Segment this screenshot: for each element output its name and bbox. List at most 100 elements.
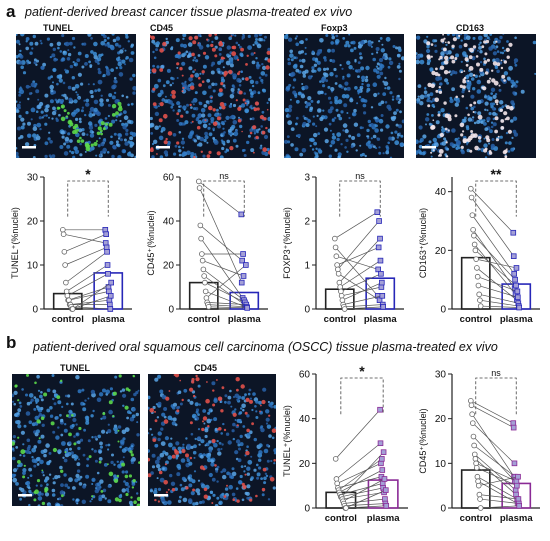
nucleus-dot [341,94,347,99]
control-point [202,279,208,286]
nucleus-dot [354,60,357,63]
pair-line [64,247,107,266]
nucleus-dot [127,485,131,488]
marker-dot [454,114,458,118]
nucleus-dot [489,102,494,107]
pair-line [474,454,516,491]
nucleus-dot [40,110,44,114]
y-tick-label: 40 [299,414,311,425]
nucleus-dot [219,155,224,158]
nucleus-dot [488,38,491,41]
nucleus-dot [110,45,115,51]
nucleus-dot [428,140,432,144]
nucleus-dot [84,399,87,402]
control-point [199,257,206,264]
nucleus-dot [116,143,119,147]
marker-dot [40,416,45,421]
pair-line [345,489,386,509]
nucleus-dot [28,92,32,96]
micrograph-b-tunel-label: TUNEL [60,363,90,373]
nucleus-dot [266,459,270,463]
nucleus-dot [100,417,103,420]
nucleus-dot [109,387,113,391]
nucleus-dot [35,484,38,487]
nucleus-dot [264,73,268,77]
micrograph-a-tunel-label: TUNEL [43,23,73,33]
nucleus-dot [225,60,231,66]
nucleus-dot [356,102,359,105]
nucleus-dot [61,57,66,62]
nucleus-dot [190,491,195,496]
pair-line [476,467,517,486]
marker-dot [503,111,508,116]
nucleus-dot [360,40,365,45]
nucleus-dot [221,140,226,145]
nucleus-dot [97,88,101,92]
nucleus-dot [426,113,430,116]
nucleus-dot [217,122,221,126]
nucleus-dot [151,453,156,458]
nucleus-dot [200,108,206,113]
x-tick-label: plasma [228,314,261,325]
nucleus-dot [197,42,201,47]
marker-dot [201,427,205,432]
nucleus-dot [199,72,202,75]
nucleus-dot [261,493,265,497]
nucleus-dot [111,154,115,158]
significance-label: * [359,363,365,379]
marker-dot [463,70,466,72]
micrograph-a-cd45-art [150,34,270,158]
nucleus-dot [39,491,42,494]
nucleus-dot [170,94,172,97]
nucleus-dot [157,374,162,379]
nucleus-dot [97,79,103,85]
marker-dot [65,115,69,118]
nucleus-dot [256,472,261,477]
control-point [470,433,477,440]
plasma-point [103,231,109,238]
nucleus-dot [246,445,249,448]
nucleus-dot [198,443,201,446]
marker-dot [191,377,195,382]
nucleus-dot [216,108,219,112]
nucleus-dot [460,60,463,63]
nucleus-dot [197,120,202,125]
marker-dot [73,442,77,446]
nucleus-dot [44,492,50,497]
nucleus-dot [203,125,206,128]
marker-dot [244,102,247,105]
marker-dot [98,460,102,464]
nucleus-dot [305,38,308,41]
plasma-point [383,502,390,509]
marker-dot [501,74,506,79]
nucleus-dot [159,155,164,158]
marker-dot [507,129,512,134]
nucleus-dot [28,85,31,88]
marker-dot [252,125,257,130]
control-point [474,473,481,480]
nucleus-dot [181,137,185,140]
nucleus-dot [437,110,441,115]
nucleus-dot [46,388,51,392]
nucleus-dot [329,129,332,132]
nucleus-dot [108,409,113,415]
plasma-point [514,288,521,295]
marker-dot [130,453,134,457]
nucleus-dot [350,145,354,149]
control-point [475,478,481,484]
nucleus-dot [255,410,258,413]
nucleus-dot [309,106,314,111]
nucleus-dot [73,46,76,49]
nucleus-dot [252,90,257,94]
significance-label: ns [355,171,365,181]
nucleus-dot [136,492,139,495]
nucleus-dot [240,70,243,73]
nucleus-dot [117,155,122,158]
nucleus-dot [32,156,36,158]
nucleus-dot [87,397,90,400]
nucleus-dot [30,118,33,121]
nucleus-dot [382,55,386,60]
nucleus-dot [86,457,90,461]
nucleus-dot [95,154,98,157]
nucleus-dot [38,116,42,120]
